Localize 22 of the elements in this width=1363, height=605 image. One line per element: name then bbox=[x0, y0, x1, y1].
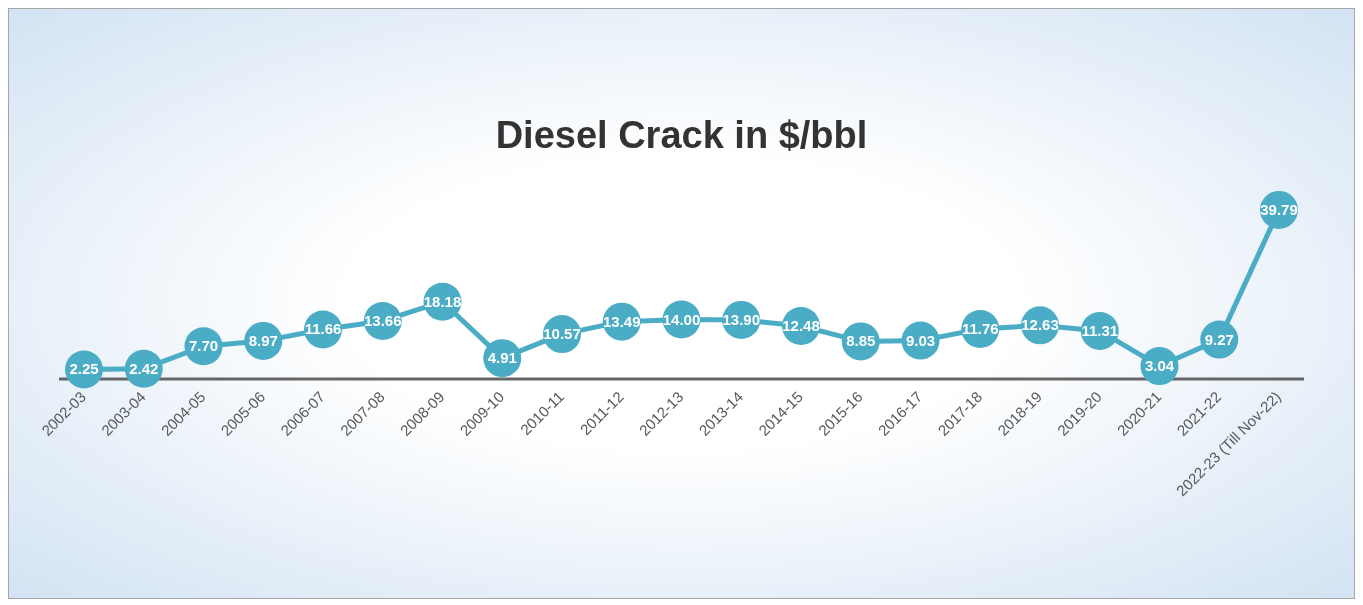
data-label: 8.97 bbox=[248, 331, 278, 349]
data-label: 2.42 bbox=[129, 359, 159, 377]
data-label: 9.03 bbox=[905, 331, 936, 349]
data-label: 39.79 bbox=[1260, 200, 1298, 218]
data-label: 7.70 bbox=[188, 337, 219, 355]
data-label: 2.25 bbox=[69, 360, 99, 378]
data-label: 3.04 bbox=[1144, 357, 1175, 375]
data-label: 13.49 bbox=[602, 312, 641, 330]
data-label: 8.85 bbox=[846, 332, 876, 350]
data-label: 4.91 bbox=[487, 349, 517, 367]
data-label: 18.18 bbox=[423, 292, 462, 310]
data-label: 12.48 bbox=[782, 316, 820, 334]
data-label: 10.57 bbox=[543, 325, 581, 343]
data-label: 12.63 bbox=[1021, 316, 1059, 334]
data-label: 9.27 bbox=[1204, 330, 1234, 348]
data-label: 13.66 bbox=[363, 311, 402, 329]
chart-title: Diesel Crack in $/bbl bbox=[494, 114, 869, 157]
data-label: 11.66 bbox=[304, 320, 342, 338]
data-label: 11.76 bbox=[961, 320, 999, 338]
data-label: 14.00 bbox=[662, 310, 701, 328]
data-label: 11.31 bbox=[1081, 321, 1119, 339]
data-label: 13.90 bbox=[722, 310, 761, 328]
